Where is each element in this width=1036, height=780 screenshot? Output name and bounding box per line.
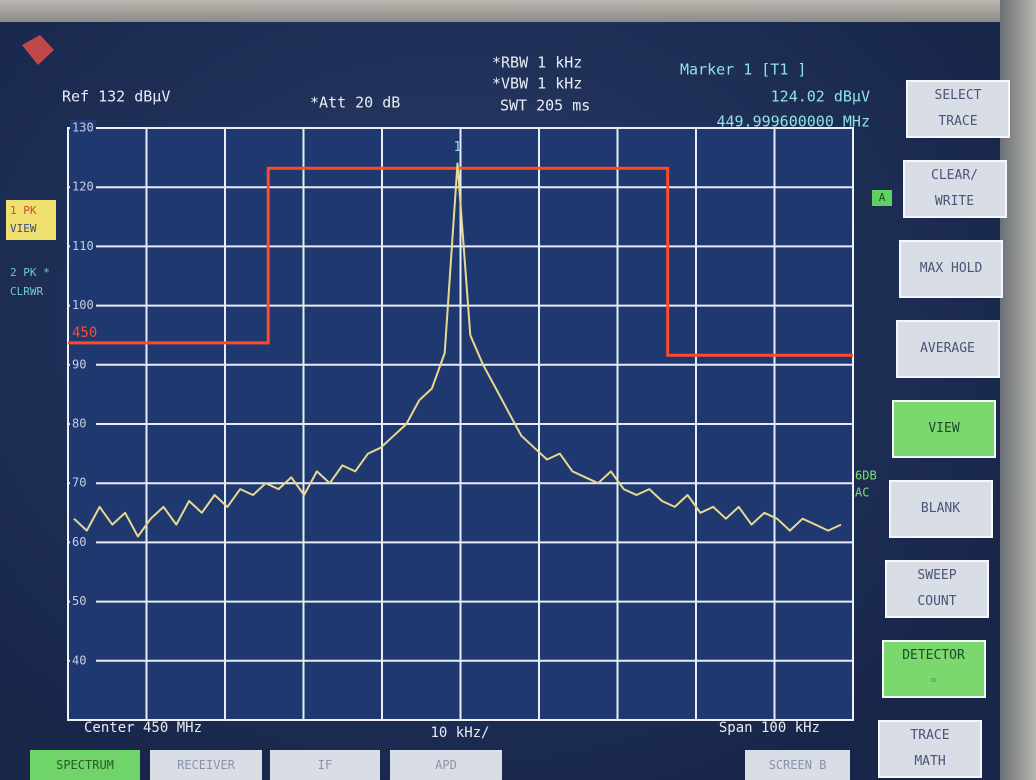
y-tick-label: 80 xyxy=(72,417,86,431)
y-tick-label-bg xyxy=(70,120,96,136)
logo xyxy=(22,35,54,65)
attenuation: *Att 20 dB xyxy=(310,94,400,112)
softkey-label: COUNT xyxy=(917,594,957,609)
softkey-label: SWEEP xyxy=(917,568,957,583)
softkey-label: WRITE xyxy=(934,194,975,209)
screen-a-label: A xyxy=(879,191,886,204)
tab[interactable]: RECEIVER xyxy=(150,750,262,780)
trace xyxy=(73,162,842,538)
trace1-label: 1 PK xyxy=(10,204,37,217)
y-tick-label: 130 xyxy=(72,121,94,135)
softkey-label: CLEAR/ xyxy=(931,168,978,183)
softkey[interactable]: CLEAR/WRITE xyxy=(902,160,1007,218)
y-tick-label: 120 xyxy=(72,180,94,194)
y-tick-label-bg xyxy=(70,179,96,196)
softkey-label: TRACE xyxy=(938,114,978,129)
softkey-label: MAX HOLD xyxy=(919,261,983,276)
limit-line-label: 450 xyxy=(72,325,97,341)
y-tick-label-bg xyxy=(70,652,96,669)
limit-line xyxy=(68,166,853,357)
tab[interactable]: IF xyxy=(270,750,380,780)
y-tick-label-bg xyxy=(70,416,96,432)
y-tick-label-bg xyxy=(70,593,96,610)
bezel xyxy=(0,0,1036,22)
trace2-label: 2 PK * xyxy=(10,266,50,279)
softkey-label: ◦ xyxy=(929,674,938,689)
tab[interactable]: SCREEN B xyxy=(745,750,850,780)
screen-a-badge xyxy=(872,190,892,206)
y-tick-label: 90 xyxy=(72,357,86,371)
y-tick-label-bg xyxy=(70,356,96,373)
trace2-label: CLRWR xyxy=(10,285,43,298)
y-tick-label-bg xyxy=(70,475,96,492)
softkey-label: VIEW xyxy=(928,421,960,436)
softkey[interactable]: BLANK xyxy=(888,480,993,538)
softkey-label: BLANK xyxy=(920,501,961,516)
y-tick-label: 60 xyxy=(72,535,86,549)
y-tick-label-bg xyxy=(70,534,96,551)
softkey[interactable]: AVERAGE xyxy=(895,320,1000,378)
softkey[interactable]: VIEW xyxy=(892,400,996,458)
softkey[interactable]: TRACE MATH xyxy=(878,720,982,778)
division-label: 10 kHz/ xyxy=(430,725,489,741)
softkey[interactable]: SWEEP COUNT xyxy=(885,560,989,618)
y-tick-label: 100 xyxy=(72,298,94,312)
trace1-badge xyxy=(6,200,56,240)
marker-level: 124.02 dBµV xyxy=(771,88,870,106)
softkey-label: DETECTOR xyxy=(902,648,965,663)
softkey-label: AVERAGE xyxy=(920,341,975,356)
softkey-label: TRACE xyxy=(910,728,950,743)
softkey[interactable]: SELECT TRACE xyxy=(906,80,1010,138)
trace1-label: VIEW xyxy=(10,222,37,235)
softkey[interactable]: DETECTOR ◦ xyxy=(881,640,986,698)
y-tick-label: 50 xyxy=(72,594,86,608)
ref-level: Ref 132 dBµV xyxy=(62,88,170,106)
y-tick-label-bg xyxy=(70,297,96,314)
chart: Ref 132 dBµV *Att 20 dB *RBW 1 kHz *VBW … xyxy=(6,35,892,741)
y-tick-label: 70 xyxy=(72,476,86,490)
marker-title: Marker 1 [T1 ] xyxy=(680,61,806,79)
softkey-label: MATH xyxy=(914,754,946,769)
rbw: *RBW 1 kHz xyxy=(492,54,582,72)
softkey-label: SELECT xyxy=(934,88,982,103)
tab[interactable]: SPECTRUM xyxy=(30,750,140,780)
tab[interactable]: APD xyxy=(390,750,502,780)
detector-label: 6DB xyxy=(855,469,877,483)
y-tick-label-bg xyxy=(70,238,96,255)
y-tick-label: 110 xyxy=(72,239,94,253)
marker-frequency: 449.999600000 MHz xyxy=(716,113,870,131)
softkey[interactable]: MAX HOLD xyxy=(899,240,1003,298)
sweep-time: SWT 205 ms xyxy=(500,97,590,115)
marker-label: 1 xyxy=(454,140,462,155)
y-tick-label: 40 xyxy=(72,653,86,667)
center-frequency: Center 450 MHz xyxy=(84,720,202,736)
span-label: Span 100 kHz xyxy=(719,720,820,736)
vbw: *VBW 1 kHz xyxy=(492,75,582,93)
detector-label: AC xyxy=(855,486,869,500)
